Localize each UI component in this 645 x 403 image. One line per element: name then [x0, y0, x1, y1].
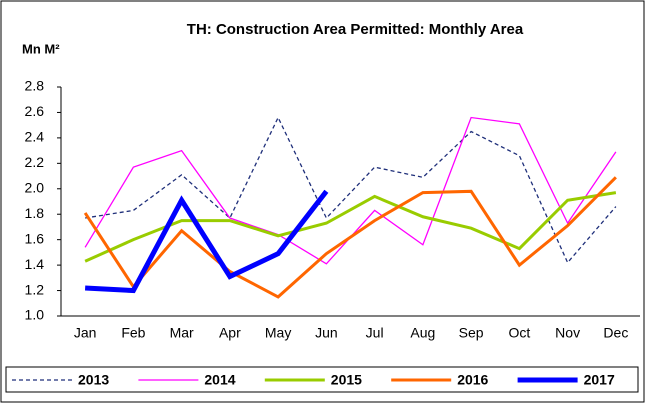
x-tick-label: Apr [219, 325, 241, 341]
x-tick-label: Jan [74, 325, 97, 341]
chart-title: TH: Construction Area Permitted: Monthly… [187, 21, 524, 38]
y-tick-label: 2.2 [25, 154, 45, 170]
series-line [84, 189, 329, 294]
x-tick-label: Dec [603, 325, 628, 341]
x-tick-label: Aug [410, 325, 435, 341]
y-axis-label: Mn M² [22, 41, 60, 56]
series-line [85, 116, 617, 264]
x-tick-label: Jul [366, 325, 384, 341]
x-tick-label: Sep [459, 325, 484, 341]
x-tick-label: Jun [315, 325, 338, 341]
legend-label: 2014 [204, 372, 235, 388]
y-tick-label: 1.4 [25, 256, 45, 272]
y-tick-label: 1.8 [25, 205, 45, 221]
y-tick-label: 2.4 [25, 129, 45, 145]
legend-label: 2016 [457, 372, 488, 388]
legend-label: 2013 [78, 372, 109, 388]
y-tick-label: 2.6 [25, 103, 45, 119]
y-tick-label: 1.6 [25, 230, 45, 246]
legend-label: 2015 [331, 372, 362, 388]
y-tick-label: 2.8 [25, 78, 45, 94]
legend-label: 2017 [584, 372, 615, 388]
y-tick-label: 2.0 [25, 179, 45, 195]
x-tick-label: May [265, 325, 291, 341]
y-tick-label: 1.0 [25, 307, 45, 323]
x-tick-label: Mar [170, 325, 194, 341]
x-tick-label: Nov [555, 325, 580, 341]
series-line [84, 191, 617, 263]
series-line [83, 176, 617, 299]
y-tick-label: 1.2 [25, 281, 45, 297]
x-tick-label: Feb [121, 325, 145, 341]
x-tick-label: Oct [508, 325, 530, 341]
